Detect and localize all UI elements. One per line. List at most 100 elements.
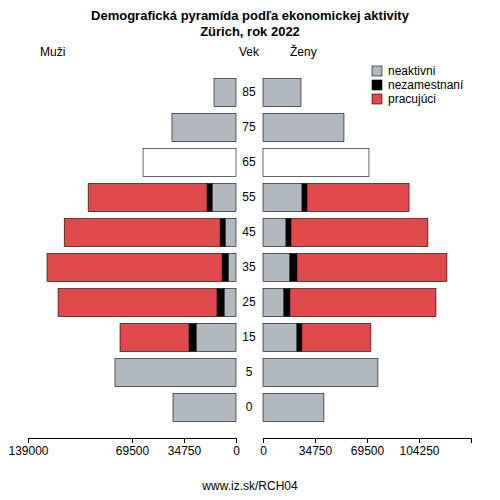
bar: [290, 254, 297, 282]
tick-mark: [367, 438, 368, 443]
chart: Demografická pyramída podľa ekonomickej …: [0, 0, 500, 500]
legend-swatch: [372, 66, 382, 76]
tick-mark: [263, 438, 264, 443]
legend-swatch: [372, 80, 382, 90]
tick: 34750: [299, 438, 333, 458]
tick: 69500: [351, 438, 385, 458]
tick-mark: [184, 438, 185, 443]
bar: [263, 79, 301, 107]
age-label: 35: [242, 260, 256, 274]
legend-label: nezamestnaní: [388, 78, 464, 92]
tick-mark: [315, 438, 316, 443]
age-tick: 5: [246, 365, 257, 379]
x-axis-women: 0 34750 69500 104250: [260, 438, 471, 458]
legend-entry: nezamestnaní: [372, 78, 464, 92]
tick-label: 34750: [299, 444, 333, 458]
tick-label: 34750: [168, 444, 202, 458]
age-axis: 0 5 15 25 35 45 55 65 75 85: [242, 85, 257, 414]
bar: [297, 324, 302, 352]
tick: 34750: [168, 438, 202, 458]
axis-line: [29, 439, 237, 444]
tick-mark: [28, 438, 29, 443]
bar: [88, 184, 207, 212]
tick: 69500: [116, 438, 150, 458]
bar: [212, 184, 236, 212]
bar: [115, 359, 236, 387]
y-label: Vek: [239, 45, 260, 59]
legend-entry: pracujúci: [372, 92, 436, 106]
age-tick: 0: [246, 400, 257, 414]
bar: [173, 394, 236, 422]
bar: [120, 324, 189, 352]
bar: [225, 219, 236, 247]
bar: [284, 289, 290, 317]
footer: www.iz.sk/RCH04: [201, 479, 298, 493]
bar: [286, 219, 291, 247]
tick-label: 104250: [399, 444, 439, 458]
bar: [228, 254, 236, 282]
total-bar: [263, 149, 369, 177]
age-tick: 45: [242, 225, 257, 239]
age-label: 45: [242, 225, 256, 239]
age-tick: 65: [242, 155, 257, 169]
bar: [307, 184, 409, 212]
tick-label: 69500: [351, 444, 385, 458]
tick: 0: [260, 438, 267, 458]
legend: neaktivninezamestnanípracujúci: [372, 64, 464, 106]
age-tick: 15: [242, 330, 257, 344]
right-label: Ženy: [290, 44, 317, 59]
bar: [263, 324, 297, 352]
age-label: 25: [242, 295, 256, 309]
bar: [263, 359, 378, 387]
bar: [302, 184, 307, 212]
subtitle: Zürich, rok 2022: [200, 24, 300, 39]
bar: [222, 254, 228, 282]
title: Demografická pyramída podľa ekonomickej …: [91, 8, 410, 23]
bar: [291, 219, 428, 247]
age-label: 5: [246, 365, 253, 379]
tick-mark: [236, 438, 237, 443]
legend-entry: neaktivni: [372, 64, 435, 78]
bar: [220, 219, 225, 247]
total-bar: [143, 149, 236, 177]
plot: [47, 79, 447, 422]
bar: [214, 79, 236, 107]
bar: [196, 324, 236, 352]
age-tick: 75: [242, 120, 257, 134]
bar: [263, 184, 302, 212]
tick-mark: [132, 438, 133, 443]
tick-label: 0: [260, 444, 267, 458]
tick: 139000: [8, 438, 48, 458]
bar: [263, 114, 344, 142]
bar: [263, 219, 286, 247]
bar: [64, 219, 220, 247]
tick-label: 139000: [8, 444, 48, 458]
legend-label: pracujúci: [388, 92, 436, 106]
age-label: 75: [242, 120, 256, 134]
legend-swatch: [372, 94, 382, 104]
bar: [189, 324, 196, 352]
bar: [290, 289, 436, 317]
age-label: 0: [246, 400, 253, 414]
legend-label: neaktivni: [388, 64, 435, 78]
left-label: Muži: [40, 45, 65, 59]
age-tick: 25: [242, 295, 257, 309]
x-axis-men: 139000 69500 34750 0: [8, 438, 240, 458]
bar: [263, 394, 324, 422]
axis-line: [264, 439, 472, 444]
tick-label: 0: [233, 444, 240, 458]
age-tick: 85: [242, 85, 257, 99]
age-label: 65: [242, 155, 256, 169]
age-tick: 35: [242, 260, 257, 274]
tick-label: 69500: [116, 444, 150, 458]
age-label: 55: [242, 190, 256, 204]
tick: 0: [233, 438, 240, 458]
bar: [217, 289, 224, 317]
bar: [207, 184, 212, 212]
tick-mark: [419, 438, 420, 443]
age-label: 85: [242, 85, 256, 99]
bar: [263, 289, 284, 317]
bar: [58, 289, 217, 317]
bar: [47, 254, 222, 282]
bar: [172, 114, 236, 142]
